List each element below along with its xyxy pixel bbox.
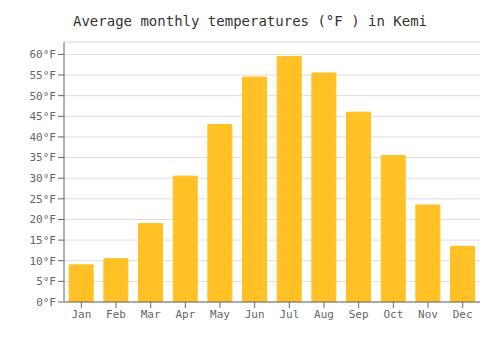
svg-text:Jan: Jan [71, 308, 91, 321]
svg-text:10°F: 10°F [30, 255, 57, 268]
svg-text:5°F: 5°F [36, 275, 56, 288]
svg-text:Apr: Apr [175, 308, 195, 321]
svg-text:30°F: 30°F [30, 172, 57, 185]
svg-text:20°F: 20°F [30, 213, 57, 226]
svg-text:15°F: 15°F [30, 234, 57, 247]
svg-text:45°F: 45°F [30, 110, 57, 123]
svg-text:35°F: 35°F [30, 151, 57, 164]
svg-text:25°F: 25°F [30, 193, 57, 206]
svg-text:Dec: Dec [453, 308, 473, 321]
svg-text:Feb: Feb [106, 308, 126, 321]
svg-text:Sep: Sep [349, 308, 369, 321]
svg-text:50°F: 50°F [30, 90, 57, 103]
svg-text:60°F: 60°F [30, 48, 57, 61]
svg-text:55°F: 55°F [30, 69, 57, 82]
svg-text:Jul: Jul [279, 308, 299, 321]
svg-text:Jun: Jun [245, 308, 265, 321]
svg-text:0°F: 0°F [36, 296, 56, 309]
svg-text:Oct: Oct [383, 308, 403, 321]
svg-text:Mar: Mar [141, 308, 161, 321]
svg-text:Aug: Aug [314, 308, 334, 321]
svg-text:40°F: 40°F [30, 131, 57, 144]
svg-text:May: May [210, 308, 230, 321]
html-text:Average monthly temperatures (: Average monthly temperatures (°F ) in Ke… [73, 13, 427, 29]
svg-text:Nov: Nov [418, 308, 438, 321]
